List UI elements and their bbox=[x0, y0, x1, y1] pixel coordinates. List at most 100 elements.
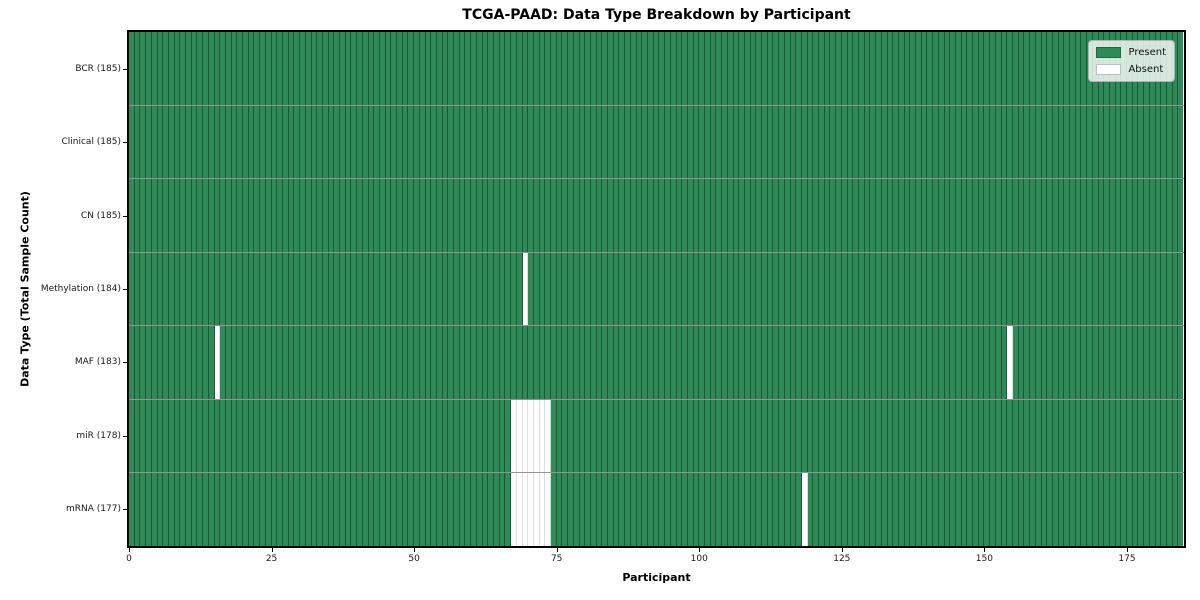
heatmap-cell-present bbox=[482, 32, 489, 105]
heatmap-cell-present bbox=[1058, 473, 1065, 547]
heatmap-cell-present bbox=[710, 105, 717, 179]
heatmap-cell-present bbox=[773, 252, 780, 326]
heatmap-cell-present bbox=[670, 179, 677, 252]
y-tick-label: MAF (183) bbox=[74, 357, 121, 368]
heatmap-cell-present bbox=[163, 473, 169, 547]
heatmap-cell-present bbox=[767, 473, 774, 547]
heatmap-cell-present bbox=[471, 179, 477, 252]
heatmap-cell-present bbox=[476, 179, 483, 252]
heatmap-cell-present bbox=[1149, 252, 1156, 326]
heatmap-cell-present bbox=[722, 399, 728, 473]
heatmap-cell-present bbox=[1092, 399, 1099, 473]
heatmap-cell-present bbox=[1012, 179, 1019, 252]
heatmap-cell-present bbox=[231, 326, 238, 399]
heatmap-cell-present bbox=[870, 179, 877, 252]
heatmap-cell-present bbox=[391, 326, 398, 399]
heatmap-cell-present bbox=[516, 179, 523, 252]
heatmap-cell-present bbox=[397, 473, 403, 547]
heatmap-cell-present bbox=[482, 179, 489, 252]
heatmap-cell-present bbox=[608, 252, 614, 326]
heatmap-cell-present bbox=[1172, 105, 1179, 179]
heatmap-cell-present bbox=[231, 399, 238, 473]
heatmap-cell-present bbox=[955, 179, 962, 252]
heatmap-cell-present bbox=[225, 326, 232, 399]
heatmap-cell-present bbox=[590, 399, 597, 473]
heatmap-cell-present bbox=[357, 473, 363, 547]
heatmap-cell-present bbox=[197, 32, 204, 105]
heatmap-cell-present bbox=[836, 473, 842, 547]
heatmap-cell-present bbox=[693, 105, 700, 179]
heatmap-cell-present bbox=[801, 32, 808, 105]
heatmap-cell-present bbox=[146, 105, 152, 179]
heatmap-cell-present bbox=[739, 252, 745, 326]
heatmap-cell-present bbox=[248, 252, 255, 326]
heatmap-cell-present bbox=[1109, 473, 1116, 547]
heatmap-cell-present bbox=[277, 326, 283, 399]
heatmap-cell-present bbox=[511, 179, 517, 252]
heatmap-row bbox=[129, 326, 1184, 400]
heatmap-cell-present bbox=[608, 32, 614, 105]
heatmap-cell-present bbox=[733, 32, 740, 105]
heatmap-cell-present bbox=[784, 326, 791, 399]
heatmap-cell-present bbox=[699, 252, 706, 326]
heatmap-cell-present bbox=[790, 473, 797, 547]
heatmap-cell-present bbox=[676, 179, 683, 252]
heatmap-cell-present bbox=[334, 32, 341, 105]
heatmap-cell-present bbox=[670, 252, 677, 326]
heatmap-cell-present bbox=[402, 326, 409, 399]
heatmap-cell-present bbox=[687, 473, 694, 547]
heatmap-cell-present bbox=[630, 179, 637, 252]
heatmap-cell-present bbox=[488, 326, 494, 399]
heatmap-cell-present bbox=[1035, 252, 1042, 326]
heatmap-cell-present bbox=[836, 326, 842, 399]
heatmap-cell-present bbox=[625, 105, 631, 179]
heatmap-cell-present bbox=[705, 179, 711, 252]
heatmap-cell-present bbox=[419, 32, 426, 105]
heatmap-cell-present bbox=[767, 179, 774, 252]
heatmap-cell-present bbox=[317, 179, 323, 252]
heatmap-cell-present bbox=[876, 105, 882, 179]
heatmap-cell-present bbox=[414, 473, 420, 547]
heatmap-cell-present bbox=[870, 326, 877, 399]
heatmap-cell-present bbox=[1109, 179, 1116, 252]
heatmap-cell-present bbox=[265, 105, 272, 179]
heatmap-cell-present bbox=[824, 179, 831, 252]
heatmap-cell-present bbox=[687, 326, 694, 399]
heatmap-cell-present bbox=[813, 105, 820, 179]
heatmap-cell-present bbox=[237, 473, 244, 547]
heatmap-cell-present bbox=[984, 326, 991, 399]
heatmap-cell-present bbox=[944, 32, 951, 105]
heatmap-cell-present bbox=[1098, 105, 1105, 179]
heatmap-grid bbox=[129, 32, 1184, 547]
heatmap-cell-present bbox=[488, 473, 494, 547]
heatmap-cell-present bbox=[750, 32, 757, 105]
heatmap-cell-present bbox=[807, 105, 814, 179]
heatmap-cell-present bbox=[459, 32, 466, 105]
heatmap-cell-present bbox=[345, 252, 352, 326]
heatmap-cell-present bbox=[220, 105, 226, 179]
heatmap-cell-present bbox=[659, 473, 666, 547]
heatmap-cell-present bbox=[191, 326, 198, 399]
heatmap-cell-present bbox=[693, 326, 700, 399]
heatmap-cell-present bbox=[790, 32, 797, 105]
heatmap-cell-present bbox=[585, 326, 591, 399]
heatmap-cell-present bbox=[533, 326, 540, 399]
heatmap-cell-present bbox=[864, 326, 871, 399]
heatmap-cell-present bbox=[562, 179, 569, 252]
heatmap-cell-present bbox=[590, 32, 597, 105]
heatmap-cell-present bbox=[180, 105, 187, 179]
heatmap-cell-present bbox=[619, 473, 626, 547]
heatmap-cell-present bbox=[568, 326, 574, 399]
heatmap-cell-present bbox=[505, 473, 512, 547]
heatmap-cell-present bbox=[568, 473, 574, 547]
heatmap-cell-present bbox=[727, 399, 734, 473]
heatmap-cell-present bbox=[1087, 399, 1093, 473]
heatmap-cell-present bbox=[180, 326, 187, 399]
heatmap-cell-present bbox=[1109, 252, 1116, 326]
heatmap-cell-present bbox=[1047, 179, 1053, 252]
heatmap-cell-present bbox=[990, 399, 996, 473]
heatmap-cell-present bbox=[471, 326, 477, 399]
heatmap-cell-present bbox=[465, 179, 472, 252]
heatmap-cell-present bbox=[990, 179, 996, 252]
heatmap-cell-present bbox=[841, 399, 848, 473]
